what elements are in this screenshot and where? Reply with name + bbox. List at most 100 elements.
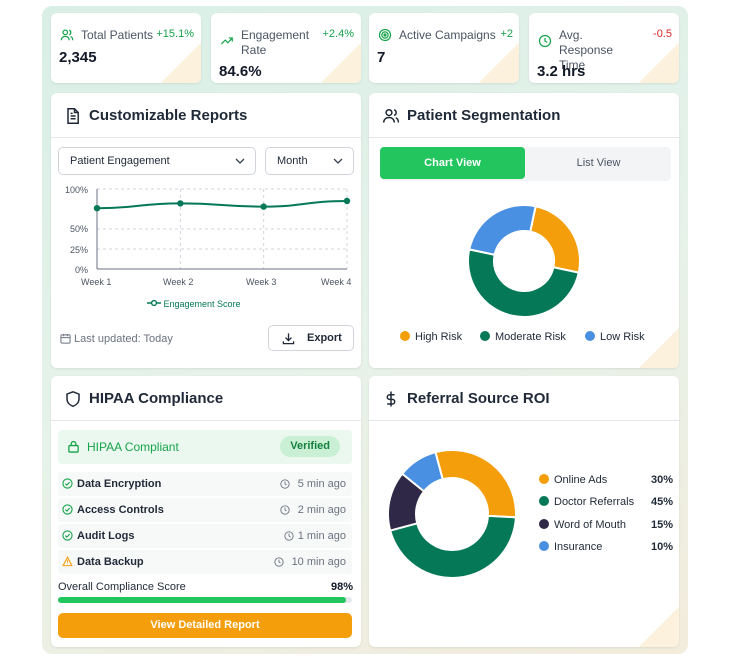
data-point bbox=[177, 200, 184, 207]
donut-slice bbox=[388, 514, 517, 579]
x-tick-label: Week 3 bbox=[246, 277, 277, 287]
dollar-icon bbox=[386, 391, 396, 407]
card-title: Referral Source ROI bbox=[407, 390, 550, 407]
document-icon bbox=[67, 108, 79, 124]
compliance-item-audit-logs: Audit Logs 1 min ago bbox=[58, 524, 352, 548]
clock-icon bbox=[280, 505, 290, 515]
divider bbox=[369, 420, 679, 421]
compliance-item-label: Access Controls bbox=[77, 504, 164, 516]
view-toggle: Chart View List View bbox=[380, 147, 671, 181]
y-tick-label: 25% bbox=[70, 245, 89, 255]
corner-accent bbox=[639, 607, 679, 647]
stat-delta: +15.1% bbox=[156, 28, 194, 40]
compliance-item-time: 1 min ago bbox=[297, 530, 346, 542]
download-icon bbox=[282, 333, 295, 345]
check-circle-icon bbox=[62, 478, 73, 489]
y-tick-label: 50% bbox=[70, 224, 89, 234]
segmentation-donut-chart bbox=[467, 204, 581, 318]
legend-label: Online Ads bbox=[554, 474, 608, 486]
legend-dot bbox=[539, 519, 549, 529]
x-tick-label: Week 1 bbox=[81, 277, 112, 287]
stat-delta: -0.5 bbox=[653, 28, 672, 40]
chevron-down-icon bbox=[235, 158, 245, 164]
legend-percent: 45% bbox=[650, 496, 673, 508]
card-title: Customizable Reports bbox=[89, 107, 248, 124]
compliance-item-label: Data Backup bbox=[77, 556, 144, 568]
hipaa-compliance-card: HIPAA Compliance HIPAA Compliant Verifie… bbox=[51, 376, 361, 647]
stat-label: Active Campaigns bbox=[399, 28, 496, 42]
legend-dot bbox=[585, 331, 595, 341]
export-label: Export bbox=[307, 332, 342, 344]
users-icon bbox=[382, 108, 400, 123]
legend-dot bbox=[539, 541, 549, 551]
chart-view-tab[interactable]: Chart View bbox=[380, 147, 525, 179]
data-point bbox=[93, 205, 101, 212]
corner-accent bbox=[161, 43, 201, 83]
patient-segmentation-card: Patient Segmentation Chart View List Vie… bbox=[369, 93, 679, 368]
legend-label: Insurance bbox=[554, 541, 603, 553]
metric-select[interactable]: Patient Engagement bbox=[58, 147, 256, 175]
stat-value: 7 bbox=[377, 49, 386, 66]
stat-delta: +2 bbox=[500, 28, 513, 40]
legend-label: Low Risk bbox=[600, 331, 645, 343]
divider bbox=[369, 137, 679, 138]
legend-dot bbox=[539, 496, 549, 506]
period-select[interactable]: Month bbox=[265, 147, 354, 175]
corner-accent bbox=[639, 43, 679, 83]
legend-item-low-risk: Low Risk bbox=[585, 331, 645, 343]
stat-card-total-patients: Total Patients +15.1% 2,345 bbox=[51, 13, 201, 83]
calendar-icon bbox=[60, 333, 71, 344]
legend-percent: 10% bbox=[650, 541, 673, 553]
stat-card-active-campaigns: Active Campaigns +2 7 bbox=[369, 13, 519, 83]
referral-roi-donut-chart bbox=[387, 449, 517, 579]
data-point bbox=[260, 203, 267, 210]
legend-item-insurance: Insurance 10% bbox=[539, 541, 673, 553]
customizable-reports-card: Customizable Reports Patient Engagement … bbox=[51, 93, 361, 368]
list-view-tab[interactable]: List View bbox=[576, 157, 621, 169]
compliance-item-time: 10 min ago bbox=[291, 556, 346, 568]
legend-dot bbox=[400, 331, 410, 341]
export-button[interactable]: Export bbox=[268, 325, 354, 351]
corner-accent bbox=[321, 43, 361, 83]
clock-icon bbox=[538, 34, 552, 48]
stat-value: 3.2 hrs bbox=[537, 63, 586, 80]
legend-item-word-of-mouth: Word of Mouth 15% bbox=[539, 519, 673, 531]
compliance-item-label: Data Encryption bbox=[77, 478, 162, 490]
card-title: HIPAA Compliance bbox=[89, 390, 224, 407]
stat-value: 84.6% bbox=[219, 63, 262, 80]
clock-icon bbox=[280, 479, 290, 489]
users-icon bbox=[60, 29, 74, 41]
legend-percent: 30% bbox=[650, 474, 673, 486]
donut-slice bbox=[468, 204, 537, 256]
legend-item-high-risk: High Risk bbox=[400, 331, 462, 343]
stat-card-engagement-rate: Engagement Rate +2.4% 84.6% bbox=[211, 13, 361, 83]
legend-line-marker bbox=[147, 299, 161, 307]
stat-card-avg-response-time: Avg. Response Time -0.5 3.2 hrs bbox=[529, 13, 679, 83]
legend-dot bbox=[539, 474, 549, 484]
shield-icon bbox=[66, 390, 80, 408]
legend-dot bbox=[480, 331, 490, 341]
donut-slice bbox=[529, 205, 581, 274]
legend-label: Moderate Risk bbox=[495, 331, 566, 343]
donut-slice bbox=[467, 248, 580, 318]
card-title: Patient Segmentation bbox=[407, 107, 561, 124]
compliance-item-time: 2 min ago bbox=[297, 504, 346, 516]
target-icon bbox=[378, 28, 392, 42]
stat-label: Avg. Response Time bbox=[559, 28, 614, 72]
chart-legend: Engagement Score bbox=[147, 299, 241, 309]
compliance-status-text: HIPAA Compliant bbox=[87, 440, 179, 454]
lock-icon bbox=[68, 440, 79, 453]
check-circle-icon bbox=[62, 504, 73, 515]
y-tick-label: 0% bbox=[75, 265, 89, 275]
referral-source-roi-card: Referral Source ROI Online Ads 30% Docto… bbox=[369, 376, 679, 647]
compliance-progress-track bbox=[58, 597, 352, 603]
line-chart-plot bbox=[93, 188, 351, 270]
legend-item-moderate-risk: Moderate Risk bbox=[480, 331, 566, 343]
compliance-item-data-encryption: Data Encryption 5 min ago bbox=[58, 472, 352, 496]
legend-label: High Risk bbox=[415, 331, 463, 343]
dashboard-frame: Total Patients +15.1% 2,345 Engagement R… bbox=[42, 6, 688, 654]
view-detailed-report-button[interactable]: View Detailed Report bbox=[58, 613, 352, 638]
donut-slice bbox=[400, 450, 444, 493]
stat-value: 2,345 bbox=[59, 49, 97, 66]
divider bbox=[51, 420, 361, 421]
